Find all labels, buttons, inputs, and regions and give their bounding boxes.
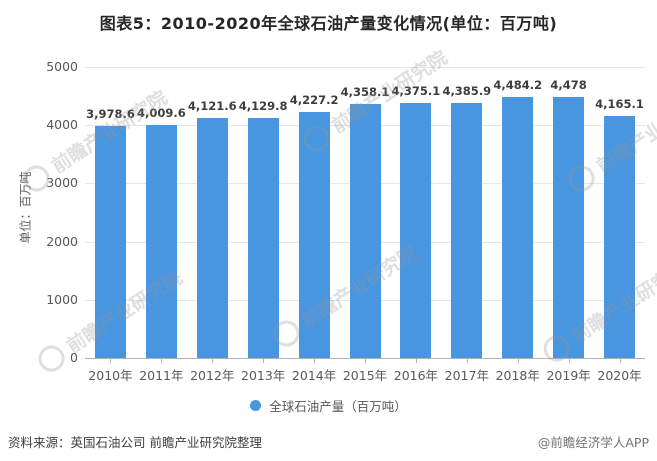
bar bbox=[298, 111, 330, 358]
bar-value-label: 4,484.2 bbox=[493, 78, 543, 93]
source-text: 资料来源：英国石油公司 前瞻产业研究院整理 bbox=[8, 435, 262, 450]
bar bbox=[145, 124, 177, 358]
credit-text: @前瞻经济学人APP bbox=[537, 435, 649, 450]
watermark: 前瞻产业研究院 bbox=[33, 263, 187, 377]
bar bbox=[247, 117, 279, 358]
bar-value-label: 4,227.2 bbox=[289, 92, 339, 107]
watermark-text: 前瞻产业研究院 bbox=[592, 86, 657, 178]
watermark: 前瞻产业研究院 bbox=[563, 83, 657, 197]
bar-value-label: 4,375.1 bbox=[391, 84, 441, 99]
bar-value-label: 4,129.8 bbox=[238, 98, 288, 113]
legend-marker-circle bbox=[250, 400, 262, 411]
gridline bbox=[85, 67, 645, 68]
legend: 全球石油产量（百万吨） bbox=[0, 396, 657, 415]
bar-value-label: 4,358.1 bbox=[340, 85, 390, 100]
watermark: 前瞻产业研究院 bbox=[18, 83, 172, 197]
bar-value-label: 4,385.9 bbox=[442, 83, 492, 98]
x-tick-label: 2010年 bbox=[88, 368, 133, 383]
x-tick-label: 2013年 bbox=[241, 368, 286, 383]
x-axis-tick bbox=[415, 359, 417, 363]
watermark-text: 前瞻产业研究院 bbox=[327, 46, 452, 138]
x-axis-tick bbox=[161, 359, 163, 363]
x-axis-tick bbox=[619, 359, 621, 363]
bar bbox=[94, 126, 126, 358]
bar bbox=[451, 102, 483, 358]
x-tick-label: 2020年 bbox=[597, 368, 642, 383]
x-axis-tick bbox=[212, 359, 214, 363]
watermark: 前瞻产业研究院 bbox=[538, 253, 657, 367]
x-tick-label: 2015年 bbox=[342, 368, 388, 383]
bar-value-label: 4,121.6 bbox=[187, 99, 237, 114]
watermark-logo-icon bbox=[563, 160, 600, 197]
x-axis-tick bbox=[517, 359, 519, 363]
x-axis-tick bbox=[314, 359, 316, 363]
x-tick-label: 2017年 bbox=[444, 368, 489, 383]
bar bbox=[196, 118, 228, 358]
bar-value-label: 4,478 bbox=[550, 78, 587, 93]
bar-value-label: 4,165.1 bbox=[595, 96, 644, 111]
x-tick-label: 2014年 bbox=[291, 368, 337, 383]
y-tick-label: 3000 bbox=[46, 175, 78, 191]
x-tick-label: 2011年 bbox=[139, 368, 184, 383]
watermark-logo-icon bbox=[538, 330, 575, 367]
y-tick-label: 4000 bbox=[46, 117, 78, 133]
y-tick-label: 1000 bbox=[46, 291, 78, 307]
watermark-logo-icon bbox=[18, 160, 55, 197]
watermark-logo-icon bbox=[298, 120, 335, 157]
watermark-text: 前瞻产业研究院 bbox=[567, 256, 657, 348]
x-axis-tick bbox=[568, 359, 570, 363]
x-tick-label: 2019年 bbox=[546, 368, 591, 383]
watermark-text: 前瞻产业研究院 bbox=[62, 266, 187, 358]
x-axis-line bbox=[85, 358, 645, 359]
bar bbox=[502, 97, 534, 358]
bar bbox=[349, 104, 381, 358]
y-tick-label: 5000 bbox=[46, 59, 78, 74]
bar-value-label: 4,009.6 bbox=[136, 105, 186, 120]
x-tick-label: 2016年 bbox=[393, 368, 439, 383]
x-axis-tick bbox=[110, 359, 112, 363]
x-tick-label: 2012年 bbox=[190, 368, 235, 383]
watermark-text: 前瞻产业研究院 bbox=[47, 86, 172, 178]
x-axis-tick bbox=[466, 359, 468, 363]
x-axis-tick bbox=[263, 359, 265, 363]
bar bbox=[553, 97, 585, 358]
watermark-logo-icon bbox=[268, 315, 305, 352]
bar-value-label: 3,978.6 bbox=[86, 107, 135, 122]
chart-title: 图表5：2010-2020年全球石油产量变化情况(单位：百万吨) bbox=[99, 14, 558, 33]
y-tick-label: 2000 bbox=[46, 233, 78, 249]
bar bbox=[400, 103, 432, 358]
x-tick-label: 2018年 bbox=[495, 368, 540, 383]
y-tick-label: 0 bbox=[70, 350, 78, 365]
legend-label: 全球石油产量（百万吨） bbox=[269, 399, 407, 414]
watermark: 前瞻产业研究院 bbox=[268, 238, 422, 352]
bar bbox=[604, 115, 636, 358]
x-axis-tick bbox=[365, 359, 366, 363]
watermark: 前瞻产业研究院 bbox=[298, 43, 452, 157]
watermark-logo-icon bbox=[33, 340, 70, 377]
watermark-text: 前瞻产业研究院 bbox=[297, 241, 422, 333]
